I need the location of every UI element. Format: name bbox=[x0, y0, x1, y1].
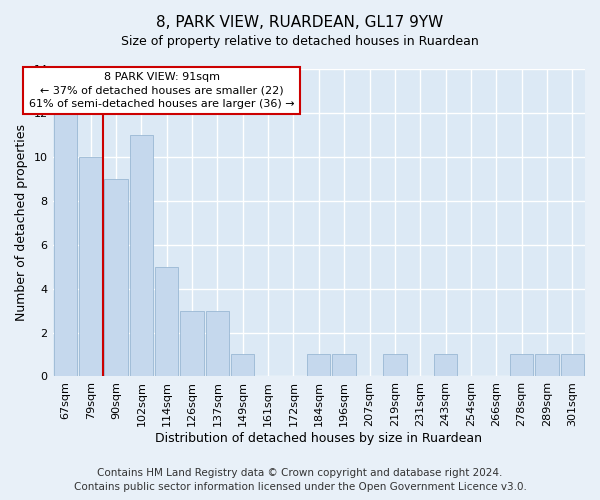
Text: Size of property relative to detached houses in Ruardean: Size of property relative to detached ho… bbox=[121, 35, 479, 48]
Bar bbox=[130, 135, 153, 376]
Bar bbox=[53, 113, 77, 376]
Text: Contains HM Land Registry data © Crown copyright and database right 2024.
Contai: Contains HM Land Registry data © Crown c… bbox=[74, 468, 526, 492]
Bar bbox=[332, 354, 356, 376]
Bar bbox=[510, 354, 533, 376]
Bar bbox=[560, 354, 584, 376]
Y-axis label: Number of detached properties: Number of detached properties bbox=[15, 124, 28, 321]
Bar bbox=[206, 310, 229, 376]
Bar bbox=[307, 354, 331, 376]
Bar bbox=[155, 266, 178, 376]
Text: 8 PARK VIEW: 91sqm
← 37% of detached houses are smaller (22)
61% of semi-detache: 8 PARK VIEW: 91sqm ← 37% of detached hou… bbox=[29, 72, 295, 108]
X-axis label: Distribution of detached houses by size in Ruardean: Distribution of detached houses by size … bbox=[155, 432, 482, 445]
Bar bbox=[383, 354, 407, 376]
Bar bbox=[231, 354, 254, 376]
Text: 8, PARK VIEW, RUARDEAN, GL17 9YW: 8, PARK VIEW, RUARDEAN, GL17 9YW bbox=[157, 15, 443, 30]
Bar bbox=[104, 179, 128, 376]
Bar bbox=[434, 354, 457, 376]
Bar bbox=[181, 310, 203, 376]
Bar bbox=[79, 157, 102, 376]
Bar bbox=[535, 354, 559, 376]
